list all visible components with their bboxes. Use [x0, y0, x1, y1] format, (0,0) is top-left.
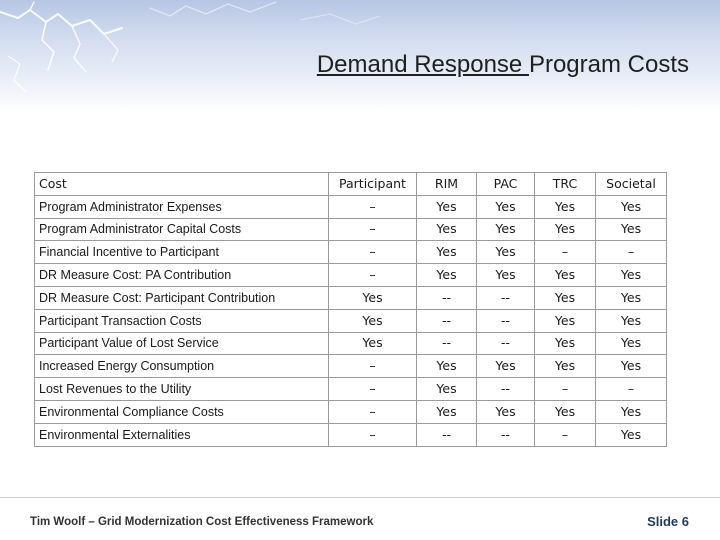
- participant-cell: –: [328, 263, 417, 287]
- rim-cell: Yes: [416, 354, 477, 379]
- trc-cell: Yes: [534, 331, 596, 356]
- cost-name-cell: Participant Transaction Costs: [34, 308, 329, 333]
- pac-cell: --: [476, 422, 535, 447]
- societal-cell: Yes: [595, 217, 667, 242]
- pac-cell: --: [476, 308, 535, 333]
- trc-cell: Yes: [534, 399, 596, 424]
- table-row: Participant Value of Lost Service Yes -- --…: [34, 331, 667, 356]
- trc-cell: –: [534, 422, 596, 447]
- table-row: DR Measure Cost: Participant Contributio…: [34, 285, 667, 310]
- participant-cell: Yes: [328, 308, 417, 333]
- societal-cell: Yes: [595, 331, 667, 356]
- slide-title-underlined: Demand Response: [316, 51, 529, 78]
- pac-cell: Yes: [476, 217, 535, 242]
- societal-cell: –: [595, 377, 667, 401]
- table-row: Environmental Externalities – -- -- – Yes: [34, 422, 667, 447]
- participant-cell: –: [328, 240, 417, 265]
- rim-cell: Yes: [416, 194, 477, 219]
- cost-name-cell: Financial Incentive to Participant: [34, 240, 329, 265]
- societal-cell: Yes: [595, 308, 667, 333]
- cost-name-cell: Environmental Compliance Costs: [34, 399, 329, 424]
- column-header-trc: TRC: [534, 172, 596, 196]
- participant-cell: –: [328, 422, 417, 447]
- societal-cell: Yes: [595, 194, 667, 219]
- lightning-decoration-icon: [0, 1, 381, 93]
- table-row: Program Administrator Expenses – Yes Yes Yes…: [34, 194, 667, 219]
- rim-cell: Yes: [416, 263, 477, 287]
- pac-cell: --: [476, 331, 535, 356]
- participant-cell: Yes: [328, 285, 417, 310]
- pac-cell: Yes: [476, 354, 535, 379]
- trc-cell: –: [534, 377, 596, 401]
- table-row: Participant Transaction Costs Yes -- -- Yes Y…: [34, 308, 667, 333]
- column-header-participant: Participant: [328, 172, 417, 196]
- societal-cell: Yes: [595, 399, 667, 424]
- pac-cell: Yes: [476, 399, 535, 424]
- cost-effectiveness-table: Cost Participant RIM PAC TRC Societal Pr…: [34, 172, 667, 447]
- trc-cell: Yes: [534, 285, 596, 310]
- slide-number: Slide 6: [647, 514, 689, 529]
- rim-cell: --: [416, 331, 477, 356]
- rim-cell: Yes: [416, 240, 477, 265]
- societal-cell: Yes: [595, 263, 667, 287]
- trc-cell: Yes: [534, 354, 596, 379]
- pac-cell: Yes: [476, 194, 535, 219]
- rim-cell: --: [416, 285, 477, 310]
- pac-cell: --: [476, 285, 535, 310]
- societal-cell: –: [595, 240, 667, 265]
- cost-name-cell: Environmental Externalities: [34, 422, 329, 447]
- cost-name-cell: Participant Value of Lost Service: [34, 331, 329, 356]
- participant-cell: –: [328, 354, 417, 379]
- participant-cell: –: [328, 194, 417, 219]
- cost-name-cell: Program Administrator Capital Costs: [34, 217, 329, 242]
- column-header-cost: Cost: [34, 172, 329, 196]
- slide-title: Demand Response Program Costs: [317, 50, 689, 80]
- participant-cell: –: [328, 399, 417, 424]
- trc-cell: –: [534, 240, 596, 265]
- societal-cell: Yes: [595, 422, 667, 447]
- footer-text: Tim Woolf – Grid Modernization Cost Effe…: [30, 516, 374, 528]
- rim-cell: --: [416, 308, 477, 333]
- rim-cell: Yes: [416, 399, 477, 424]
- trc-cell: Yes: [534, 263, 596, 287]
- societal-cell: Yes: [595, 285, 667, 310]
- trc-cell: Yes: [534, 194, 596, 219]
- column-header-rim: RIM: [416, 172, 477, 196]
- title-area: Demand Response Program Costs: [0, 50, 720, 84]
- table-row: DR Measure Cost: PA Contribution – Yes Yes Y…: [34, 263, 667, 287]
- column-header-societal: Societal: [595, 172, 667, 196]
- rim-cell: Yes: [416, 377, 477, 401]
- table-row: Increased Energy Consumption – Yes Yes Yes Ye…: [34, 354, 667, 379]
- participant-cell: Yes: [328, 331, 417, 356]
- table-row: Environmental Compliance Costs – Yes Yes Yes…: [34, 399, 667, 424]
- cost-name-cell: DR Measure Cost: Participant Contributio…: [34, 285, 329, 310]
- table-header-row: Cost Participant RIM PAC TRC Societal: [34, 172, 667, 196]
- table-row: Financial Incentive to Participant – Yes Ye…: [34, 240, 667, 265]
- pac-cell: Yes: [476, 263, 535, 287]
- rim-cell: Yes: [416, 217, 477, 242]
- table-row: Program Administrator Capital Costs – Yes Y…: [34, 217, 667, 242]
- column-header-pac: PAC: [476, 172, 535, 196]
- trc-cell: Yes: [534, 308, 596, 333]
- trc-cell: Yes: [534, 217, 596, 242]
- cost-name-cell: DR Measure Cost: PA Contribution: [34, 263, 329, 287]
- rim-cell: --: [416, 422, 477, 447]
- cost-name-cell: Increased Energy Consumption: [34, 354, 329, 379]
- header-banner: Demand Response Program Costs: [0, 0, 720, 112]
- table-row: Lost Revenues to the Utility – Yes -- – –: [34, 377, 667, 401]
- cost-name-cell: Program Administrator Expenses: [34, 194, 329, 219]
- pac-cell: Yes: [476, 240, 535, 265]
- footer-divider: [0, 497, 720, 498]
- slide-title-rest: Program Costs: [528, 51, 689, 78]
- pac-cell: --: [476, 377, 535, 401]
- societal-cell: Yes: [595, 354, 667, 379]
- cost-name-cell: Lost Revenues to the Utility: [34, 377, 329, 401]
- participant-cell: –: [328, 377, 417, 401]
- participant-cell: –: [328, 217, 417, 242]
